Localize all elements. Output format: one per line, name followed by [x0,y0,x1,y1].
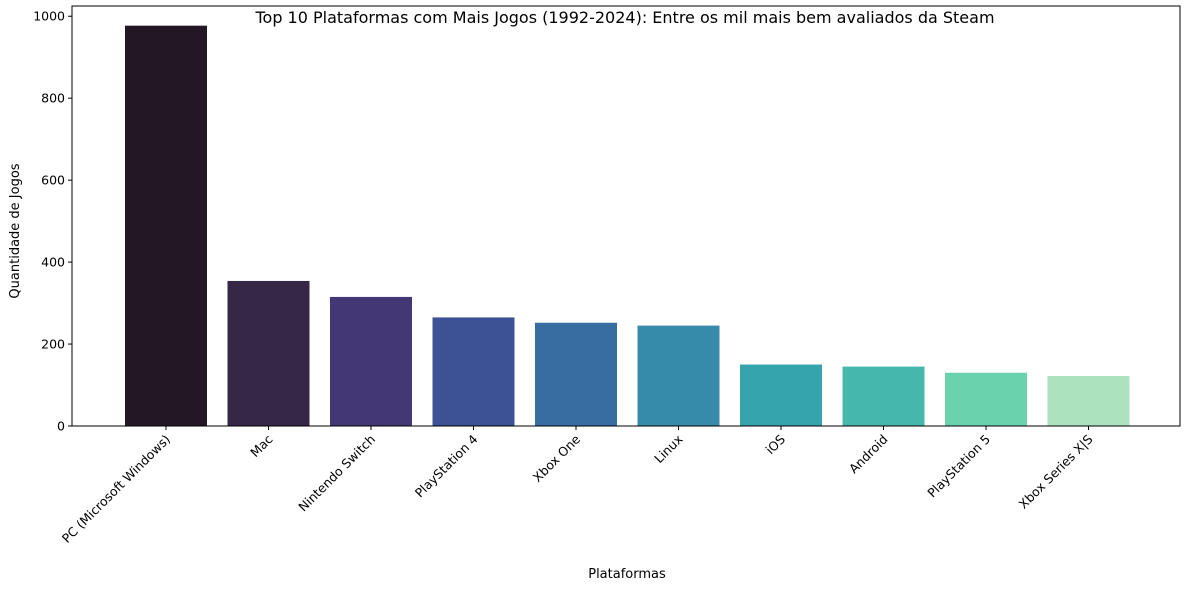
x-tick-label: PC (Microsoft Windows) [59,432,173,546]
x-tick-label: Xbox Series X|S [1016,431,1096,511]
bar-1 [227,280,310,426]
bar-4 [535,322,617,426]
x-tick-label: PlayStation 5 [924,432,993,501]
x-tick-label: PlayStation 4 [412,431,481,500]
x-tick-label: Android [846,432,891,477]
y-tick-label: 200 [41,337,65,352]
bar-5 [637,325,720,426]
y-tick-label: 0 [57,419,65,434]
bar-3 [432,317,515,426]
bars-group [125,25,1130,426]
plot-frame [71,5,1181,427]
chart-title: Top 10 Plataformas com Mais Jogos (1992-… [254,8,994,27]
bar-9 [1047,376,1130,426]
bar-7 [842,366,925,426]
bar-6 [740,364,822,426]
x-tick-label: iOS [762,431,788,457]
bar-0 [125,25,207,426]
y-tick-label: 1000 [33,9,65,24]
y-axis-title: Quantidade de Jogos [8,163,23,298]
x-tick-label: Nintendo Switch [295,432,378,515]
y-tick-label: 800 [41,91,65,106]
bar-8 [945,372,1027,426]
y-axis-ticks: 0 200 400 600 800 1000 [33,9,72,434]
x-tick-label: Linux [651,432,685,466]
x-tick-label: Mac [247,431,276,460]
y-tick-label: 400 [41,255,65,270]
x-axis-title: Plataformas [588,567,666,582]
x-tick-label: Xbox One [530,431,584,485]
bar-2 [330,296,412,426]
x-axis-ticks: PC (Microsoft Windows) Mac Nintendo Switch… [59,426,1096,546]
y-tick-label: 600 [41,173,65,188]
